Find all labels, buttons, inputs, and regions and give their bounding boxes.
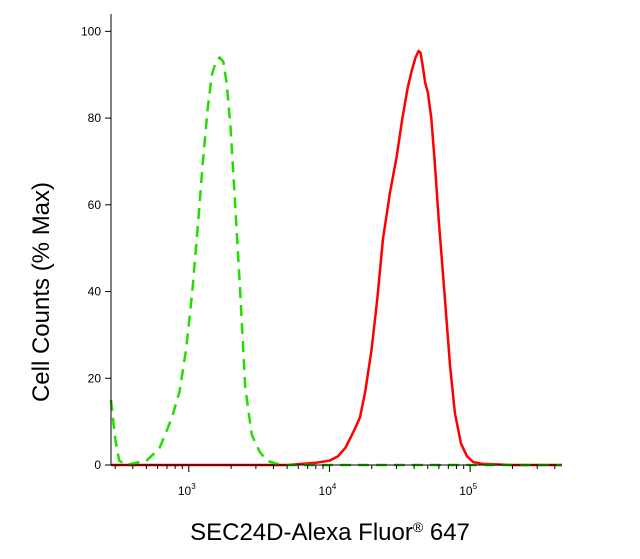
x-axis-title-mark: ® bbox=[413, 519, 424, 535]
x-axis-title-suffix: 647 bbox=[423, 519, 470, 546]
x-axis-title: SEC24D-Alexa Fluor® 647 bbox=[190, 519, 470, 546]
x-axis-title-main: SEC24D-Alexa Fluor bbox=[190, 519, 413, 546]
x-tick-label: 105 bbox=[459, 482, 477, 498]
series-layer bbox=[109, 49, 562, 467]
y-tick-label: 60 bbox=[88, 198, 102, 212]
y-tick-label: 0 bbox=[94, 458, 101, 472]
y-tick-label: 80 bbox=[88, 111, 102, 125]
y-axis-title: Cell Counts (% Max) bbox=[28, 182, 55, 402]
x-tick-label: 103 bbox=[178, 482, 196, 498]
series-line-1 bbox=[111, 49, 562, 467]
x-tick-label: 104 bbox=[319, 482, 337, 498]
ticks: 0 20 40 60 80 100 103 104 105 bbox=[81, 24, 556, 498]
y-tick-label: 100 bbox=[81, 24, 101, 38]
y-tick-label: 20 bbox=[88, 371, 102, 385]
series-line-2 bbox=[109, 56, 562, 467]
y-tick-label: 40 bbox=[88, 285, 102, 299]
axes bbox=[110, 14, 562, 466]
